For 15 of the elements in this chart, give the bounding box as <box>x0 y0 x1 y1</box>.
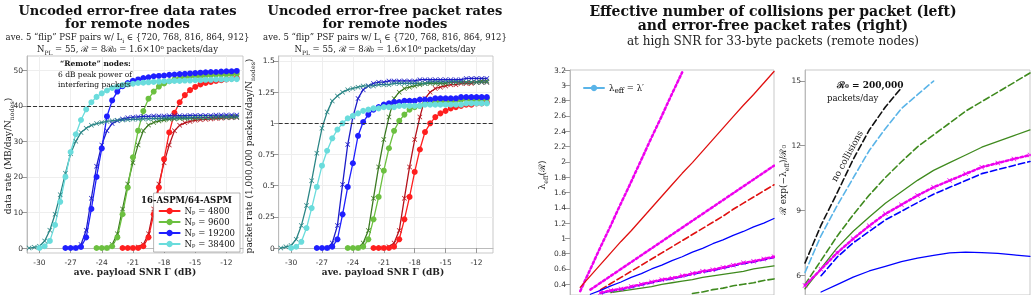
annotation: ℛ₀ = 200,000 <box>836 80 904 91</box>
chart-title: Effective number of collisions per packet (left) and error-free packet rates (right) <box>588 3 958 33</box>
chart-title: Uncoded error-free data rates for remote nodes <box>17 3 238 31</box>
legend-label: Nₚ = 19200 <box>184 228 235 238</box>
legend-title: 16-ASPM/64-ASPM <box>141 194 233 205</box>
x-axis-title: ave. payload SNR Γ (dB) <box>321 267 445 277</box>
x-axis-title: ave. payload SNR Γ (dB) <box>73 267 197 277</box>
text: ave. 5 “flip” PSF pairs w/ L$_{i}$ ∈ {720, 768, 816, 864, 912} N$_{PL}$ = 55, ℛ = 8ℛ₀ = 1.6×10⁶ packets/day <box>263 32 507 56</box>
legend-label: Nₚ = 38400 <box>184 239 235 249</box>
legend-label: Nₚ = 9600 <box>184 217 230 227</box>
legend-label: Nₚ = 4800 <box>184 206 230 216</box>
annotation: packets/day <box>827 93 879 103</box>
text: ave. 5 “flip” PSF pairs w/ L$_{i}$ ∈ {720, 768, 816, 864, 912} N$_{PL}$ = 55, ℛ = 8ℛ₀ = 1.6×10⁶ packets/day <box>5 32 250 56</box>
chart-title: Uncoded error-free packet rates for remote nodes <box>266 3 504 31</box>
chart-subtitle: at high SNR for 33-byte packets (remote nodes) <box>625 34 921 49</box>
